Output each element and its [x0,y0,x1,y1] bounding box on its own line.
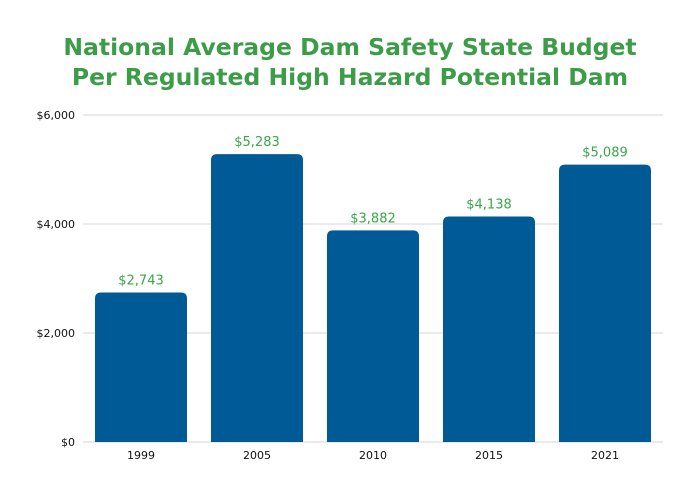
x-tick-label: 2021 [591,449,619,462]
bar-2005 [211,154,303,442]
y-tick-label: $6,000 [37,109,76,122]
y-tick-label: $2,000 [37,327,76,340]
data-label: $4,138 [466,197,512,212]
chart-title-line-1: National Average Dam Safety State Budget [63,33,636,61]
x-tick-label: 2010 [359,449,387,462]
chart-title-line-2: Per Regulated High Hazard Potential Dam [72,63,628,91]
data-label: $5,283 [234,135,280,150]
x-tick-label: 1999 [127,449,155,462]
y-tick-label: $4,000 [37,218,76,231]
x-tick-label: 2015 [475,449,503,462]
data-label: $5,089 [582,146,628,161]
x-tick-label: 2005 [243,449,271,462]
bar-1999 [95,292,187,442]
data-label: $3,882 [350,211,396,226]
bar-2021 [559,164,651,442]
bar-2010 [327,230,419,442]
y-tick-label: $0 [61,436,75,449]
bar-2015 [443,216,535,442]
data-label: $2,743 [118,274,164,289]
